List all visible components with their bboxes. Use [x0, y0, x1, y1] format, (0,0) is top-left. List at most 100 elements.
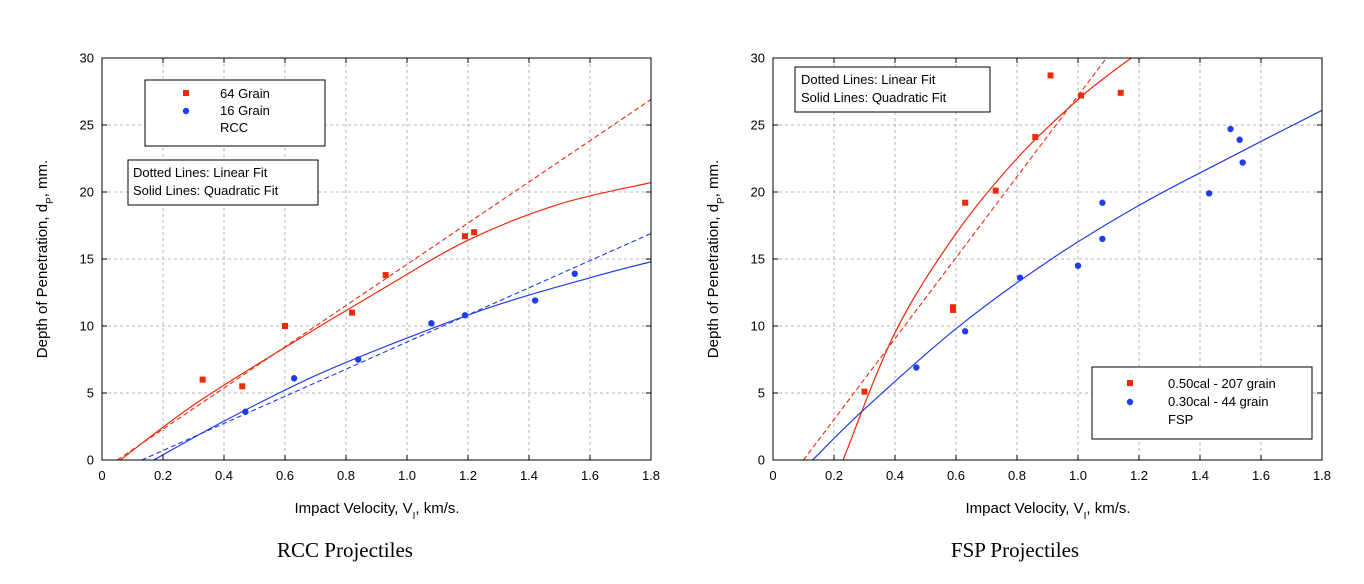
y-tick-label: 20: [751, 185, 765, 200]
axis-ticks: 0 0.2 0.4 0.6 0.8 1.0 1.2 1.4 1.6 1.8 0 5 10 15 20 25 30: [751, 51, 1332, 484]
x-tick-label: 1.6: [581, 468, 599, 483]
chart-caption: RCC Projectiles: [277, 538, 413, 562]
data-point: [1016, 274, 1024, 281]
data-point: [992, 187, 999, 194]
x-tick-label: 0.2: [154, 468, 172, 483]
data-point: [1117, 89, 1124, 96]
x-tick-label: 0: [98, 468, 105, 483]
y-tick-label: 10: [80, 319, 94, 334]
x-tick-label: 1.2: [459, 468, 477, 483]
data-point: [461, 233, 468, 240]
data-point: [1074, 262, 1082, 269]
data-point: [428, 320, 435, 327]
data-point: [290, 375, 298, 382]
data-point: [1099, 199, 1106, 206]
x-tick-label: 1.8: [642, 468, 660, 483]
data-point: [199, 376, 206, 383]
x-tick-label: 0.6: [947, 468, 965, 483]
data-point: [382, 272, 389, 279]
fit-note-box: [127, 159, 319, 206]
data-point: [1078, 92, 1085, 99]
data-point: [1227, 125, 1234, 133]
x-tick-label: 1.6: [1252, 468, 1270, 483]
data-point: [461, 312, 469, 319]
data-point: [471, 229, 478, 236]
data-points: [199, 229, 578, 415]
y-tick-label: 15: [80, 252, 94, 267]
y-tick-label: 30: [751, 51, 765, 66]
x-tick-label: 0.2: [825, 468, 843, 483]
data-point: [239, 383, 246, 390]
y-tick-label: 25: [751, 118, 765, 133]
linear-fit-line: [141, 232, 651, 460]
legend-marker-050cal: [1127, 380, 1133, 386]
quadratic-fit-line: [842, 58, 1133, 460]
x-tick-label: 1.8: [1313, 468, 1331, 483]
data-point: [961, 328, 969, 335]
grid: [102, 58, 651, 460]
linear-fit-line: [116, 99, 651, 460]
data-point: [531, 297, 539, 304]
legend-marker-030cal: [1126, 398, 1134, 406]
linear-fit-line: [803, 58, 1108, 460]
x-tick-label: 1.0: [398, 468, 416, 483]
fit-note: Dotted Lines: Linear Fit Solid Lines: Qu…: [127, 159, 319, 206]
x-axis-title: Impact Velocity, VI, km/s.: [965, 500, 1130, 522]
fit-lines: [803, 58, 1322, 460]
data-point: [949, 306, 956, 313]
quadratic-fit-line: [153, 261, 651, 460]
x-tick-label: 1.4: [1191, 468, 1209, 483]
data-point: [242, 408, 249, 415]
fit-lines: [116, 99, 651, 460]
x-tick-label: 0: [769, 468, 776, 483]
data-point: [1032, 134, 1039, 141]
y-tick-label: 15: [751, 252, 765, 267]
fit-note-line: Dotted Lines: Linear Fit: [801, 72, 936, 87]
data-point: [1099, 235, 1106, 243]
data-point: [913, 364, 920, 371]
legend: 0.50cal - 207 grain 0.30cal - 44 grain F…: [1091, 366, 1313, 440]
legend-label: 16 Grain: [220, 103, 270, 118]
data-point: [571, 270, 578, 277]
y-axis-title: Depth of Penetration, dP, mm.: [34, 160, 56, 358]
x-tick-label: 1.2: [1130, 468, 1148, 483]
legend-label: 0.50cal - 207 grain: [1168, 376, 1276, 391]
y-axis-title: Depth of Penetration, dP, mm.: [705, 160, 727, 358]
legend-box: [144, 79, 326, 147]
x-tick-label: 0.8: [337, 468, 355, 483]
fit-note: Dotted Lines: Linear Fit Solid Lines: Qu…: [794, 66, 991, 113]
x-axis-title: Impact Velocity, VI, km/s.: [294, 500, 459, 522]
data-point: [1047, 72, 1054, 79]
legend-label: 0.30cal - 44 grain: [1168, 394, 1268, 409]
data-point: [349, 309, 356, 316]
y-tick-label: 5: [87, 386, 94, 401]
fit-note-line: Solid Lines: Quadratic Fit: [133, 183, 279, 198]
data-point: [1236, 136, 1243, 143]
quadratic-fit-line: [812, 109, 1322, 460]
y-tick-label: 20: [80, 185, 94, 200]
legend: 64 Grain 16 Grain RCC: [144, 79, 326, 147]
rcc-chart: 0 0.2 0.4 0.6 0.8 1.0 1.2 1.4 1.6 1.8 0 5 10 15 20 25 30…: [34, 51, 660, 563]
data-points: [861, 72, 1246, 395]
data-point: [1239, 159, 1246, 166]
data-point: [355, 356, 362, 363]
y-tick-label: 0: [758, 453, 765, 468]
data-point: [1205, 190, 1213, 197]
x-tick-label: 0.4: [215, 468, 233, 483]
data-point: [282, 323, 288, 329]
legend-label: 64 Grain: [220, 86, 270, 101]
legend-extra-label: RCC: [220, 120, 248, 135]
fit-note-box: [794, 66, 991, 113]
x-tick-label: 1.0: [1069, 468, 1087, 483]
fit-note-line: Dotted Lines: Linear Fit: [133, 165, 268, 180]
x-tick-label: 0.4: [886, 468, 904, 483]
fsp-chart: 0 0.2 0.4 0.6 0.8 1.0 1.2 1.4 1.6 1.8 0 5 10 15 20 25 30…: [705, 51, 1331, 563]
x-tick-label: 0.8: [1008, 468, 1026, 483]
data-point: [861, 388, 868, 395]
y-tick-label: 5: [758, 386, 765, 401]
x-tick-label: 1.4: [520, 468, 538, 483]
legend-extra-label: FSP: [1168, 412, 1193, 427]
y-tick-label: 10: [751, 319, 765, 334]
y-tick-label: 30: [80, 51, 94, 66]
legend-marker-64-grain: [183, 90, 189, 96]
